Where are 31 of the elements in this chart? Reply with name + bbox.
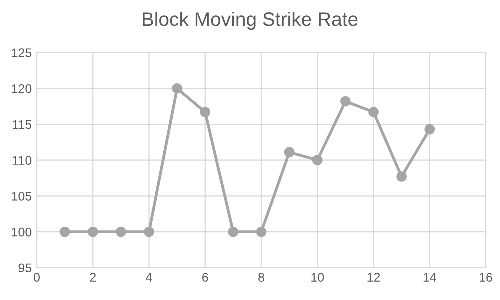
x-tick-label: 6 [202,273,208,282]
x-tick-label: 14 [424,273,436,282]
y-tick-label: 120 [12,84,32,94]
point [228,226,239,238]
y-tick-label: 100 [12,228,32,237]
point [396,172,408,182]
y-tick-label: 105 [12,192,32,201]
x-tick-label: 2 [90,273,96,282]
point [172,83,183,94]
x-tick-label: 10 [312,273,324,282]
point [200,107,211,118]
x-tick-label: 16 [480,273,492,282]
point [340,96,351,107]
point [116,226,126,238]
x-tick-label: 0 [34,273,40,282]
y-tick-label: 110 [13,156,32,165]
y-tick-label: 125 [12,48,32,58]
point [312,155,323,166]
point [424,124,436,135]
chart-title: Block Moving Strike Rate [142,12,358,30]
x-tick-label: 12 [368,273,380,282]
point [88,226,98,238]
point [284,147,295,158]
y-tick-label: 115 [13,120,32,130]
x-tick-label: 8 [258,273,264,282]
x-tick-label: 4 [146,273,152,282]
point [60,226,70,238]
point [256,226,267,238]
point [144,226,154,238]
y-tick-label: 95 [18,264,32,273]
point [368,107,379,118]
